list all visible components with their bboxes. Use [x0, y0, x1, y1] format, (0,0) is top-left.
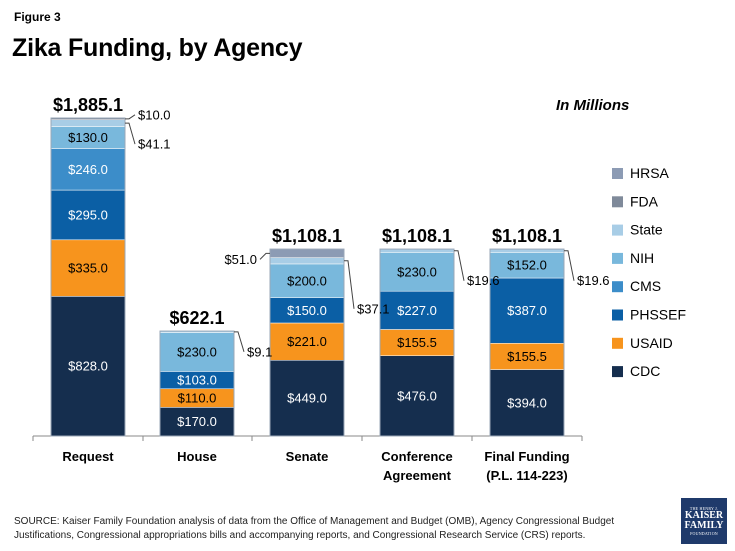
legend-swatch-cms [612, 281, 623, 293]
data-label-usaid-4: $155.5 [507, 349, 547, 364]
callout-line-state-1 [234, 331, 245, 352]
legend-swatch-usaid [612, 337, 623, 349]
bar-segment-cdc-4 [489, 369, 565, 437]
bar-outline-3 [379, 248, 455, 437]
x-tick-label-3-0: Conference [381, 449, 453, 464]
data-label-nih-4: $152.0 [507, 258, 547, 273]
bar-outline-4 [489, 248, 565, 437]
x-tick-label-4-1: (P.L. 114-223) [486, 468, 567, 483]
figure-label: Figure 3 [14, 10, 61, 24]
data-label-nih-3: $230.0 [397, 264, 437, 279]
data-label-cdc-0: $828.0 [68, 359, 108, 374]
bar-segment-cms-0 [50, 148, 126, 191]
callout-line-state-3 [454, 250, 465, 281]
callout-label-state-4: $19.6 [577, 273, 610, 288]
logo-line-1: THE HENRY J. [689, 506, 719, 511]
bar-segment-phssef-2 [269, 297, 345, 324]
bar-segment-phssef-3 [379, 290, 455, 330]
bar-segment-cdc-3 [379, 355, 455, 437]
legend-swatch-state [612, 224, 623, 236]
bar-segment-hrsa-2 [269, 248, 345, 258]
legend-label-state: State [630, 222, 663, 238]
bar-total-label-0: $1,885.1 [53, 95, 123, 115]
data-label-phssef-0: $295.0 [68, 207, 108, 222]
bar-segment-usaid-2 [269, 322, 345, 361]
x-tick-label-4-0: Final Funding [484, 449, 569, 464]
callout-label-state-3: $19.6 [467, 273, 500, 288]
legend-label-fda: FDA [630, 193, 659, 209]
legend-swatch-hrsa [612, 168, 623, 179]
legend-swatch-phssef [612, 309, 623, 321]
data-label-cdc-4: $394.0 [507, 395, 547, 410]
legend-label-usaid: USAID [630, 335, 673, 351]
callout-label-state-1: $9.1 [247, 344, 272, 359]
callout-line-state-2 [344, 260, 355, 309]
bar-total-label-2: $1,108.1 [272, 226, 342, 246]
data-label-cdc-2: $449.0 [287, 391, 327, 406]
bar-segment-cdc-0 [50, 296, 126, 437]
units-label: In Millions [556, 97, 630, 114]
bar-outline-1 [159, 330, 235, 437]
callout-line-hrsa-2 [259, 252, 270, 260]
legend-label-cdc: CDC [630, 363, 660, 379]
data-label-phssef-2: $150.0 [287, 303, 327, 318]
data-label-cdc-1: $170.0 [177, 414, 217, 429]
x-tick-label-0-0: Request [62, 449, 114, 464]
data-label-usaid-2: $221.0 [287, 334, 327, 349]
callout-line-state-4 [564, 250, 575, 281]
bar-total-label-1: $622.1 [169, 308, 224, 328]
data-label-usaid-3: $155.5 [397, 335, 437, 350]
bar-segment-cdc-2 [269, 360, 345, 437]
data-label-usaid-0: $335.0 [68, 261, 108, 276]
data-label-phssef-3: $227.0 [397, 303, 437, 318]
logo-line-3: FAMILY [684, 520, 724, 531]
bar-outline-0 [50, 117, 126, 437]
data-label-nih-0: $130.0 [68, 130, 108, 145]
callout-label-state-2: $37.1 [357, 301, 390, 316]
data-label-nih-2: $200.0 [287, 273, 327, 288]
callout-line-state-0 [125, 122, 136, 145]
callout-line-fda-0 [125, 114, 136, 120]
bar-segment-state-2 [269, 257, 345, 265]
logo-line-4: FOUNDATION [690, 531, 718, 536]
data-label-nih-1: $230.0 [177, 344, 217, 359]
legend-swatch-fda [612, 196, 623, 208]
bar-segment-usaid-3 [379, 329, 455, 356]
bar-total-label-4: $1,108.1 [492, 226, 562, 246]
bar-segment-phssef-0 [50, 189, 126, 241]
legend-swatch-cdc [612, 366, 623, 378]
legend-label-phssef: PHSSEF [630, 307, 686, 323]
legend-swatch-nih [612, 252, 623, 264]
bar-segment-nih-3 [379, 252, 455, 292]
x-tick-label-1-0: House [177, 449, 217, 464]
legend-label-hrsa: HRSA [630, 165, 670, 181]
data-label-usaid-1: $110.0 [178, 391, 217, 406]
bar-segment-usaid-0 [50, 239, 126, 297]
callout-label-fda-0: $10.0 [138, 107, 171, 122]
legend-label-cms: CMS [630, 278, 661, 294]
callout-label-state-0: $41.1 [138, 137, 171, 152]
bar-segment-usaid-4 [489, 343, 565, 370]
bar-segment-phssef-4 [489, 277, 565, 344]
callout-label-hrsa-2: $51.0 [224, 252, 257, 267]
data-label-cdc-3: $476.0 [397, 388, 437, 403]
data-label-phssef-1: $103.0 [177, 373, 217, 388]
x-tick-label-3-1: Agreement [383, 468, 452, 483]
x-tick-label-2-0: Senate [286, 449, 329, 464]
kff-logo: THE HENRY J. KAISER FAMILY FOUNDATION [681, 498, 727, 544]
data-label-cms-0: $246.0 [68, 162, 108, 177]
data-label-phssef-4: $387.0 [507, 303, 547, 318]
bar-total-label-3: $1,108.1 [382, 226, 452, 246]
source-note: SOURCE: Kaiser Family Foundation analysi… [14, 516, 615, 541]
logo-line-2: KAISER [684, 510, 724, 521]
legend-label-nih: NIH [630, 250, 654, 266]
bar-segment-state-0 [50, 119, 126, 127]
bar-outline-2 [269, 248, 345, 437]
chart-title: Zika Funding, by Agency [12, 34, 303, 62]
